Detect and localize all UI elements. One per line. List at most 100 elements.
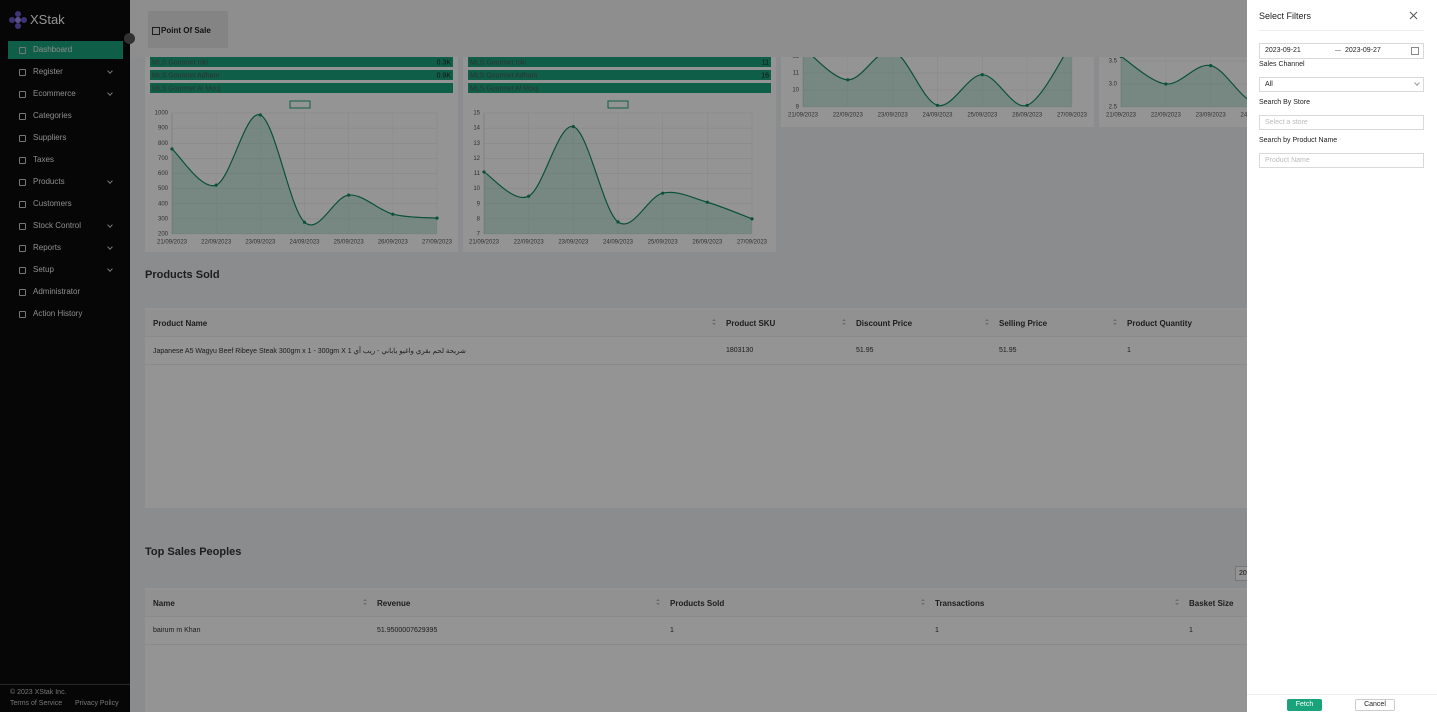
products-table: Product Name Product SKU Discount Price Sel… (145, 308, 1335, 508)
menu-item[interactable]: Categories (33, 111, 72, 120)
column-header[interactable]: Product Quantity (1127, 319, 1192, 328)
cancel-button[interactable]: Cancel (1355, 699, 1395, 711)
field-input[interactable] (1259, 153, 1424, 168)
column-header[interactable]: Name (153, 599, 175, 608)
point (482, 170, 486, 174)
pos-button[interactable]: Point Of Sale (161, 26, 211, 35)
menu-item[interactable]: Setup (33, 265, 54, 274)
pos-button-box[interactable] (148, 11, 228, 48)
menu-item[interactable]: Register (33, 67, 63, 76)
table-header-bg (145, 590, 1255, 617)
y-tick-label: 14 (473, 126, 480, 132)
sales-table: Name Revenue Products Sold Transactions Bask… (145, 588, 1335, 712)
point (1025, 103, 1029, 107)
menu-active-bg (8, 41, 123, 59)
y-tick-label: 13 (473, 141, 480, 147)
cell: 1 (935, 627, 939, 634)
point (170, 147, 174, 151)
sort-up (363, 599, 367, 601)
menu-icon (19, 289, 26, 296)
point (1209, 64, 1213, 68)
y-tick-label: 10 (473, 186, 480, 192)
sort-down (1113, 323, 1117, 325)
store-row (468, 57, 771, 67)
y-tick-label: 900 (158, 126, 169, 132)
date-to[interactable]: 2023-09-27 (1345, 47, 1381, 54)
menu-item[interactable]: Products (33, 177, 65, 186)
menu-icon (19, 91, 26, 98)
store-value: 16 (761, 72, 769, 79)
menu-item[interactable]: Customers (33, 199, 72, 208)
store-name: MLS Gourmet Iski (470, 59, 526, 66)
y-tick-label: 3.0 (1109, 82, 1118, 88)
close-button[interactable] (1409, 11, 1418, 20)
field-value[interactable]: All (1265, 81, 1273, 88)
field-placeholder[interactable]: Product Name (1265, 157, 1310, 164)
cell: 51.95 (856, 347, 874, 354)
sort-down (1175, 603, 1179, 605)
x-tick-label: 22/09/2023 (201, 240, 232, 246)
y-tick-label: 11 (474, 171, 481, 177)
menu-item[interactable]: Suppliers (33, 133, 67, 142)
menu-icon (19, 69, 26, 76)
field-placeholder[interactable]: Select a store (1265, 119, 1308, 126)
column-header[interactable]: Discount Price (856, 319, 913, 328)
field-input[interactable] (1259, 115, 1424, 130)
field-label: Search by Product Name (1259, 137, 1338, 144)
section-title: Products Sold (145, 269, 220, 281)
y-tick-label: 1000 (155, 111, 169, 117)
store-name: MLS Gourmet Iski (152, 59, 208, 66)
field-input[interactable] (1259, 77, 1424, 92)
menu-item[interactable]: Stock Control (33, 221, 82, 230)
store-row (150, 83, 453, 93)
footer-link[interactable]: Privacy Policy (75, 700, 119, 707)
sort-up (1175, 599, 1179, 601)
menu-item[interactable]: Action History (33, 309, 83, 318)
point (705, 200, 709, 204)
x-tick-label: 27/09/2023 (422, 240, 453, 246)
menu-item[interactable]: Taxes (33, 155, 54, 164)
column-header[interactable]: Product Name (153, 319, 208, 328)
column-header[interactable]: Basket Size (1189, 599, 1234, 608)
date-from[interactable]: 2023-09-21 (1265, 47, 1301, 54)
copyright: © 2023 XStak Inc. (10, 689, 67, 696)
collapse-toggle[interactable] (124, 33, 135, 44)
point (347, 193, 351, 197)
x-tick-label: 24/09/2023 (603, 240, 634, 246)
x-tick-label: 21/09/2023 (469, 240, 500, 246)
y-tick-label: 11 (793, 71, 800, 77)
x-tick-label: 24/09/2023 (289, 240, 320, 246)
column-header[interactable]: Transactions (935, 599, 985, 608)
column-header[interactable]: Selling Price (999, 319, 1048, 328)
column-header[interactable]: Product SKU (726, 319, 776, 328)
field-label: Sales Channel (1259, 61, 1305, 68)
area (484, 126, 752, 234)
point (527, 194, 531, 198)
menu-icon (19, 179, 26, 186)
menu-icon (19, 245, 26, 252)
footer-link[interactable]: Terms of Service (10, 700, 63, 707)
sort-up (842, 319, 846, 321)
menu-item[interactable]: Reports (33, 243, 62, 252)
point (846, 78, 850, 82)
fetch-button[interactable]: Fetch (1287, 699, 1322, 711)
point (302, 220, 307, 224)
column-header[interactable]: Revenue (377, 599, 411, 608)
store-value: 0.3K (437, 59, 452, 66)
point (750, 217, 754, 221)
area (172, 114, 437, 234)
menu-item[interactable]: Administrator (33, 287, 81, 296)
y-tick-label: 600 (158, 171, 169, 177)
store-name: MLS Gourmet Al Mouj (470, 85, 539, 92)
point (980, 73, 984, 77)
column-header[interactable]: Products Sold (670, 599, 725, 608)
row-divider (145, 644, 1255, 645)
x-tick-label: 24/09/2023 (922, 113, 953, 119)
menu-item[interactable]: Dashboard (33, 45, 73, 54)
menu-item[interactable]: Ecommerce (33, 89, 76, 98)
x-tick-label: 25/09/2023 (967, 113, 998, 119)
date-range[interactable] (1259, 43, 1424, 59)
area (803, 57, 1072, 107)
